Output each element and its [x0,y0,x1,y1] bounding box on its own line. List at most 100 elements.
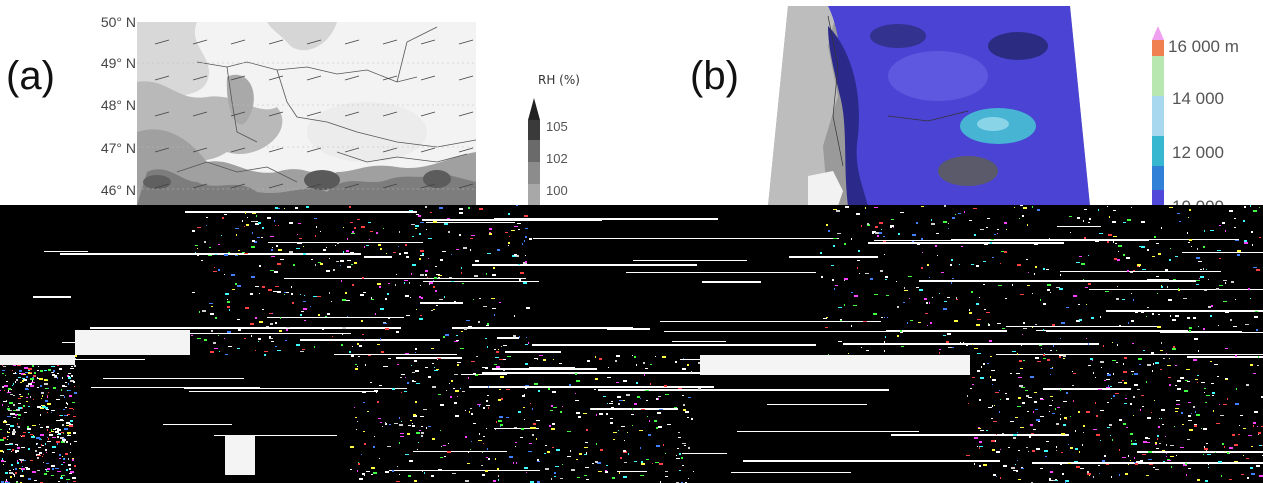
glitch-speckle [444,223,448,225]
glitch-speckle [990,356,992,357]
glitch-speckle [1034,401,1037,403]
wind-arrow [420,75,436,81]
glitch-speckle [595,356,596,358]
glitch-speckle [624,462,627,463]
glitch-speckle [1119,474,1120,476]
glitch-speckle [1112,342,1113,343]
glitch-speckle [16,379,18,381]
glitch-speckle [1060,389,1061,391]
glitch-speckle [1161,342,1162,344]
glitch-speckle [1191,413,1192,414]
glitch-speckle [1193,359,1197,361]
glitch-speckle [489,232,491,233]
glitch-speckle [1165,436,1166,437]
glitch-speckle [929,277,930,278]
glitch-speckle [215,254,217,255]
latitude-label-47n: 47° N [100,140,136,156]
glitch-speckle [1036,448,1040,450]
glitch-speckle [931,223,935,225]
glitch-speckle [989,340,992,342]
glitch-speckle [592,463,594,464]
glitch-speckle [1063,355,1066,357]
glitch-speckle [486,400,488,402]
glitch-speckle [1253,267,1257,268]
glitch-speckle [925,313,928,314]
glitch-streak [868,242,1064,244]
glitch-speckle [575,393,576,394]
glitch-speckle [1182,424,1184,425]
glitch-speckle [1116,362,1118,363]
glitch-speckle [992,384,993,385]
glitch-speckle [1043,268,1045,270]
glitch-speckle [466,320,470,321]
glitch-speckle [1175,365,1177,366]
glitch-speckle [397,364,399,365]
glitch-speckle [387,446,391,447]
glitch-speckle [227,301,230,303]
glitch-speckle [650,364,652,365]
glitch-streak [214,435,337,436]
glitch-speckle [1032,450,1035,452]
glitch-speckle [1130,433,1133,435]
glitch-speckle [497,468,499,470]
glitch-speckle [18,407,22,409]
glitch-speckle [1147,417,1151,419]
glitch-speckle [1112,360,1116,361]
glitch-speckle [1259,237,1261,238]
glitch-speckle [1261,396,1263,398]
glitch-speckle [380,248,382,250]
glitch-speckle [389,424,391,425]
glitch-speckle [4,385,8,387]
glitch-speckle [456,249,459,250]
glitch-speckle [38,447,41,448]
glitch-speckle [438,394,441,395]
glitch-speckle [30,385,34,387]
glitch-speckle [1170,456,1174,457]
glitch-speckle [1177,213,1180,214]
glitch-speckle [407,382,409,384]
glitch-speckle [354,227,356,229]
glitch-speckle [46,409,49,410]
glitch-speckle [525,387,527,389]
glitch-speckle [204,339,207,341]
glitch-streak [919,280,1196,282]
glitch-speckle [922,252,923,253]
glitch-speckle [544,453,546,454]
glitch-speckle [291,286,292,288]
glitch-speckle [28,406,30,407]
glitch-speckle [246,224,249,226]
glitch-speckle [465,410,466,411]
glitch-speckle [891,219,894,220]
glitch-speckle [1254,411,1258,413]
glitch-speckle [1240,415,1243,416]
glitch-speckle [66,479,70,480]
glitch-speckle [523,282,527,284]
glitch-speckle [1253,210,1257,212]
glitch-speckle [258,222,261,224]
wind-arrow [382,147,398,153]
glitch-speckle [513,335,516,337]
glitch-speckle [438,469,442,471]
glitch-speckle [434,367,435,368]
glitch-speckle [977,370,980,372]
glitch-speckle [45,407,48,409]
glitch-speckle [1056,350,1057,351]
glitch-speckle [1087,471,1089,473]
glitch-speckle [298,223,301,224]
glitch-speckle [1159,418,1160,419]
glitch-speckle [954,320,958,322]
glitch-speckle [516,205,518,206]
glitch-speckle [983,363,985,365]
glitch-speckle [57,443,58,445]
glitch-speckle [1153,363,1154,365]
glitch-speckle [486,457,488,458]
glitch-speckle [992,449,995,451]
glitch-speckle [405,295,409,297]
glitch-speckle [1187,317,1190,319]
glitch-speckle [400,377,402,378]
glitch-speckle [4,420,6,422]
glitch-speckle [1248,288,1250,290]
rh-legend-title: RH (%) [538,73,580,87]
glitch-speckle [1225,348,1228,349]
glitch-speckle [1157,435,1159,437]
